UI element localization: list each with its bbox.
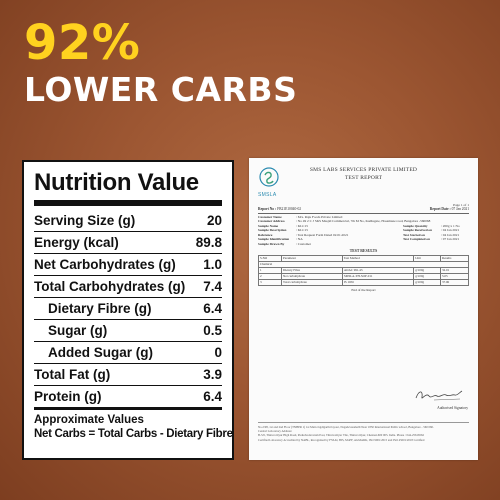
nutrition-label: Net Carbohydrates (g) bbox=[34, 257, 176, 272]
field-label: Sample Drawn By bbox=[258, 242, 285, 247]
report-title: TEST REPORT bbox=[344, 175, 383, 181]
nutrition-row: Added Sugar (g) 0 bbox=[34, 342, 222, 363]
test-report: SMSLA SMS LABS SERVICES PRIVATE LIMITED … bbox=[249, 158, 478, 460]
nutrition-value: 7.4 bbox=[203, 279, 222, 294]
field-value: : 200g x 1 No bbox=[441, 223, 460, 228]
nutrition-label: Sugar (g) bbox=[48, 323, 108, 338]
divider bbox=[34, 231, 222, 232]
nutrition-label: Added Sugar (g) bbox=[48, 345, 153, 360]
nutrition-label: Total Carbohydrates (g) bbox=[34, 279, 186, 294]
nutrition-title: Nutrition Value bbox=[34, 169, 199, 196]
divider bbox=[34, 407, 222, 410]
nutrition-value: 0 bbox=[214, 345, 222, 360]
divider bbox=[34, 341, 222, 342]
divider bbox=[34, 319, 222, 320]
headline-text: LOWER CARBS bbox=[24, 70, 298, 109]
field-value: : 07 Jan 2021 bbox=[441, 237, 460, 242]
table-cell: g/100g bbox=[413, 278, 441, 286]
table-cell: 3 bbox=[257, 278, 283, 286]
nutrition-row: Net Carbohydrates (g) 1.0 bbox=[34, 254, 222, 275]
report-header: SMSLA SMS LABS SERVICES PRIVATE LIMITED … bbox=[258, 165, 469, 201]
footer-line: B-5/6, Thiruvottiyur High Road, Puduchod… bbox=[258, 433, 425, 438]
nutrition-value: 3.9 bbox=[203, 367, 222, 382]
divider bbox=[34, 363, 222, 364]
field-value: : Customer bbox=[296, 242, 311, 247]
footer-line: Certified Laboratory Accredited by NABL,… bbox=[258, 437, 425, 442]
field-value: : 04 Jan 2021 bbox=[441, 232, 460, 237]
field-value: : Test Request Form Dated 02.01.2021 bbox=[296, 232, 349, 237]
table-cell: 37.06 bbox=[439, 278, 470, 286]
nutrition-value: 1.0 bbox=[203, 257, 222, 272]
field-label: Reference bbox=[258, 232, 273, 237]
lab-logo-text: SMSLA bbox=[258, 192, 277, 198]
approximate-note: Approximate Values bbox=[34, 414, 144, 426]
results-title: TEST RESULTS bbox=[349, 248, 378, 253]
nutrition-row: Protein (g) 6.4 bbox=[34, 386, 222, 407]
headline-percent: 92% bbox=[24, 15, 141, 71]
divider bbox=[34, 275, 222, 276]
report-date-label: Report Date : bbox=[429, 207, 451, 211]
field-label: Customer Address bbox=[258, 219, 285, 224]
table-row: 3 Total carbohydrate IS 1656 g/100g 37.0… bbox=[257, 278, 470, 286]
field-label: Test Started on bbox=[403, 232, 425, 237]
nutrition-value: 6.4 bbox=[203, 389, 222, 404]
nutrition-value: 6.4 bbox=[203, 301, 222, 316]
divider bbox=[34, 297, 222, 298]
field-label: Test Completed on bbox=[403, 237, 431, 242]
report-no: FB21E10040-02 bbox=[277, 207, 302, 211]
nutrition-value: 20 bbox=[206, 213, 222, 228]
report-no-label: Report No : bbox=[258, 207, 277, 211]
field-label: Sample Identification bbox=[258, 237, 290, 242]
divider bbox=[258, 213, 469, 214]
divider bbox=[34, 385, 222, 386]
nutrition-label: Dietary Fibre (g) bbox=[48, 301, 152, 316]
table-cell: Total carbohydrate bbox=[281, 278, 343, 286]
nutrition-row: Energy (kcal) 89.8 bbox=[34, 232, 222, 253]
nutrition-label: Total Fat (g) bbox=[34, 367, 111, 382]
nutrition-row: Total Fat (g) 3.9 bbox=[34, 364, 222, 385]
nutrition-row: Total Carbohydrates (g) 7.4 bbox=[34, 276, 222, 297]
nutrition-value: 0.5 bbox=[203, 323, 222, 338]
nutrition-panel: Nutrition Value Serving Size (g) 20 Ener… bbox=[22, 160, 234, 460]
nutrition-row: Dietary Fibre (g) 6.4 bbox=[34, 298, 222, 319]
field-label: Sample Description bbox=[258, 228, 287, 233]
field-label: Sample Name bbox=[258, 223, 279, 228]
footer-line: No.2/98, 1st and 2nd Floor (TNHPR 1) 1st… bbox=[258, 425, 434, 429]
field-label: Customer Name bbox=[258, 214, 282, 219]
page-number: Page 1 of 1 bbox=[453, 203, 469, 207]
field-value: : NA bbox=[296, 237, 303, 242]
signature-icon bbox=[415, 390, 463, 401]
lab-company: SMS LABS SERVICES PRIVATE LIMITED bbox=[309, 167, 418, 173]
field-value: : 04 Jan 2021 bbox=[441, 228, 460, 233]
footer-line: Central Laboratory Address: bbox=[258, 429, 293, 434]
field-value: : No 49 2 C J SKS Masjid Commercial, 7th… bbox=[296, 219, 431, 224]
nutrition-row: Sugar (g) 0.5 bbox=[34, 320, 222, 341]
net-carbs-formula: Net Carbs = Total Carbs - Dietary Fibre bbox=[34, 428, 233, 440]
field-value: : KLC15 bbox=[296, 223, 308, 228]
nutrition-value: 89.8 bbox=[195, 235, 222, 250]
customer-details: Customer Name : M/s. Raju Foods Private … bbox=[258, 215, 469, 247]
report-date: 07 Jan 2021 bbox=[451, 207, 469, 211]
nutrition-label: Protein (g) bbox=[34, 389, 102, 404]
end-of-report: End of the Report bbox=[351, 287, 376, 292]
field-label: Sample Received on bbox=[403, 228, 433, 233]
nutrition-row: Serving Size (g) 20 bbox=[34, 210, 222, 231]
field-value: : KLC15 bbox=[296, 228, 308, 233]
divider bbox=[34, 253, 222, 254]
nutrition-label: Serving Size (g) bbox=[34, 213, 136, 228]
report-number-line: Report No : FB21E10040-02 Report Date : … bbox=[258, 207, 469, 212]
results-table: S.NO Parameter Test Method Unit Results … bbox=[257, 254, 470, 286]
table-cell: IS 1656 bbox=[341, 278, 415, 286]
field-label: Sample Quantity bbox=[403, 223, 428, 228]
field-value: : M/s. Raju Foods Private Limited bbox=[296, 214, 343, 219]
nutrition-label: Energy (kcal) bbox=[34, 235, 119, 250]
report-footer: No.2/98, 1st and 2nd Floor (TNHPR 1) 1st… bbox=[258, 422, 469, 442]
signature-label: Authorised Signatory bbox=[437, 406, 468, 410]
divider bbox=[34, 200, 222, 206]
headline: 92% LOWER CARBS bbox=[24, 16, 297, 110]
lab-logo-icon bbox=[259, 167, 279, 187]
